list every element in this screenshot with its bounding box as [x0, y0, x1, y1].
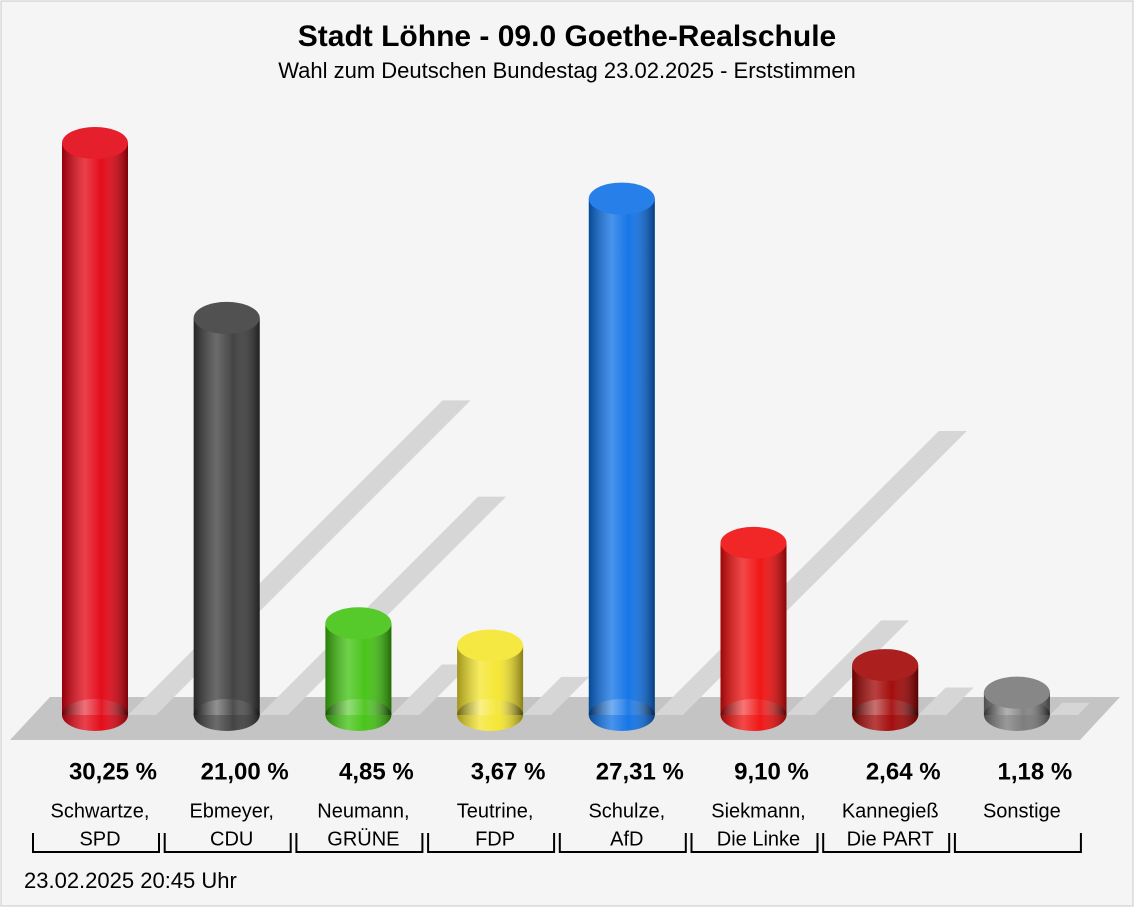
bar-shade	[588, 198, 655, 716]
x-tick-label: Kannegieß	[842, 800, 939, 822]
bar-top	[720, 526, 787, 559]
bar-top	[852, 649, 919, 682]
bar-shadow	[786, 620, 910, 715]
x-tick-label: GRÜNE	[327, 828, 399, 850]
bar-top-shade	[852, 649, 919, 682]
footer: 23.02.2025 20:45 Uhr	[24, 868, 237, 893]
x-tick-label: Sonstige	[983, 800, 1061, 822]
x-tick-label: Schulze,	[588, 800, 665, 822]
value-label: 4,85 %	[339, 758, 414, 785]
bar-shadow	[259, 496, 507, 715]
x-tick-label: Schwartze,	[51, 800, 150, 822]
value-label: 27,31 %	[596, 758, 684, 785]
bar-shadow	[918, 687, 974, 715]
bar-top	[588, 182, 655, 215]
category-bracket	[690, 833, 819, 853]
value-label: 21,00 %	[201, 758, 289, 785]
x-tick-label: Neumann,	[317, 800, 409, 822]
x-tick-label: Teutrine,	[457, 800, 534, 822]
bar-shade	[62, 143, 128, 715]
x-tick-label: CDU	[210, 828, 253, 850]
value-label: 2,64 %	[866, 758, 941, 785]
x-tick-label: AfD	[610, 828, 643, 850]
category-bracket	[953, 833, 1082, 853]
bar-shade	[720, 542, 787, 715]
bar-top	[193, 301, 260, 334]
x-tick-label: Siekmann,	[711, 800, 806, 822]
x-tick-label: Die PART	[847, 828, 934, 850]
bar-shadow	[391, 664, 470, 715]
x-tick-label: Ebmeyer,	[189, 800, 273, 822]
bar-top-shade	[983, 676, 1050, 709]
x-tick-label: Die Linke	[717, 828, 800, 850]
bar-top-shade	[325, 607, 392, 640]
x-tick-label: FDP	[475, 828, 515, 850]
x-tick-label: SPD	[79, 828, 120, 850]
bar-shade	[193, 317, 260, 715]
value-label: 9,10 %	[734, 758, 809, 785]
bar-top-shade	[193, 301, 260, 334]
chart-subtitle: Wahl zum Deutschen Bundestag 23.02.2025 …	[278, 58, 856, 83]
category-bracket	[822, 833, 951, 853]
bar-top-shade	[457, 629, 524, 662]
bar-top	[325, 607, 392, 640]
category-bracket	[295, 833, 424, 853]
bar-shadow	[523, 676, 590, 715]
category-bracket	[163, 833, 292, 853]
bar-top-shade	[588, 182, 655, 215]
bar-top	[457, 629, 524, 662]
bar-top-shade	[720, 526, 787, 559]
category-bracket	[427, 833, 556, 853]
category-bracket	[558, 833, 687, 853]
bar-top-shade	[62, 127, 128, 159]
bar-top	[983, 676, 1050, 709]
chart-title: Stadt Löhne - 09.0 Goethe-Realschule	[298, 20, 836, 53]
value-label: 3,67 %	[471, 758, 546, 785]
value-label: 30,25 %	[69, 758, 157, 785]
bar-top	[62, 127, 128, 159]
bar-shadow	[1049, 702, 1091, 715]
value-label: 1,18 %	[998, 758, 1073, 785]
category-bracket	[32, 833, 160, 853]
